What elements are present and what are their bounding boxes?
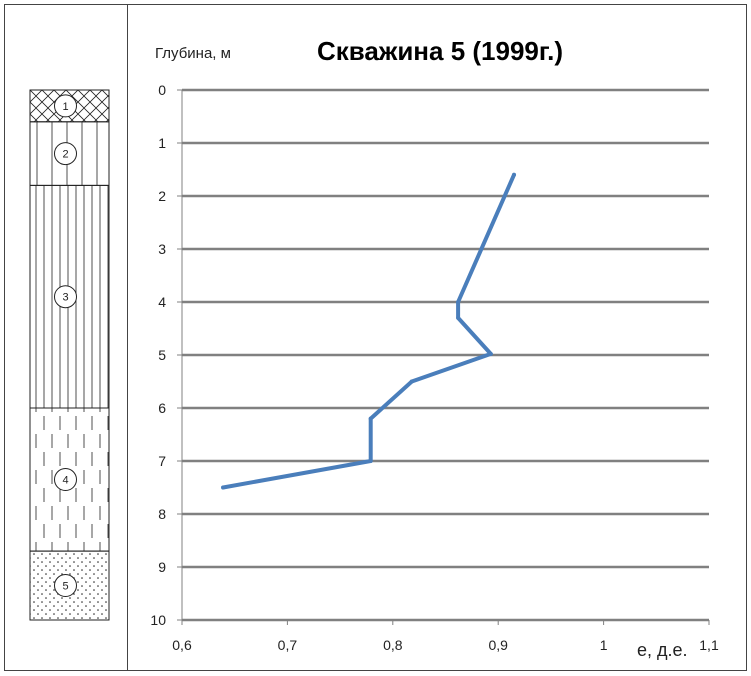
series-0-point-5 [368,416,373,421]
layer-1-marker [54,94,77,118]
x-tick-label-1: 0,7 [278,637,298,653]
x-tick-label-2: 0,8 [383,637,403,653]
x-tick-label-3: 0,9 [488,637,508,653]
layer-2-number: 2 [62,149,68,161]
y-tick-label-10: 10 [150,612,166,628]
layer-2-marker [54,142,77,166]
layer-2-fill [29,121,110,186]
series-0-point-4 [409,379,414,384]
frame-bottom [4,670,747,671]
x-tick-label-5: 1,1 [699,637,719,653]
x-tick-label-0: 0,6 [172,637,192,653]
series-0-point-0 [512,172,517,177]
layer-3-number: 3 [62,292,68,304]
layer-3-marker [54,285,77,309]
series-0-point-6 [368,459,373,463]
layer-5-marker [54,574,77,598]
y-tick-label-6: 6 [158,400,166,416]
series [221,172,517,490]
y-tick-label-3: 3 [158,241,166,257]
y-tick-label-0: 0 [158,82,166,98]
frame-right [746,4,747,671]
frame-top [4,4,747,5]
frame-left [4,4,5,671]
y-tick-label-8: 8 [158,506,166,522]
y-tick-label-5: 5 [158,347,166,363]
chart-title: Скважина 5 (1999г.) [317,36,563,66]
layer-4-marker [54,468,77,492]
y-tick-label-1: 1 [158,135,166,151]
frame-divider [127,4,128,671]
series-0-point-3 [488,351,493,356]
layer-5-number: 5 [62,581,68,593]
series-0-point-1 [456,300,461,304]
series-0-point-7 [221,485,226,490]
x-tick-label-4: 1 [600,637,608,653]
x-axis-label: е, д.е. [637,640,688,660]
y-tick-label-4: 4 [158,294,166,310]
layer-1-number: 1 [62,101,68,113]
y-tick-label-7: 7 [158,453,166,469]
y-ticks: 0 1 2 3 4 5 6 7 8 9 10 [150,82,182,628]
series-0-point-2 [456,315,461,320]
series-line-0 [221,172,516,490]
x-ticks: 0,6 0,7 0,8 0,9 1 1,1 [172,620,719,653]
lithology-column: 1 2 3 4 5 [29,89,110,621]
y-axis-label: Глубина, м [155,45,231,62]
layer-4-number: 4 [62,475,68,487]
grid [182,141,709,622]
y-tick-label-2: 2 [158,188,166,204]
y-tick-label-9: 9 [158,559,166,575]
